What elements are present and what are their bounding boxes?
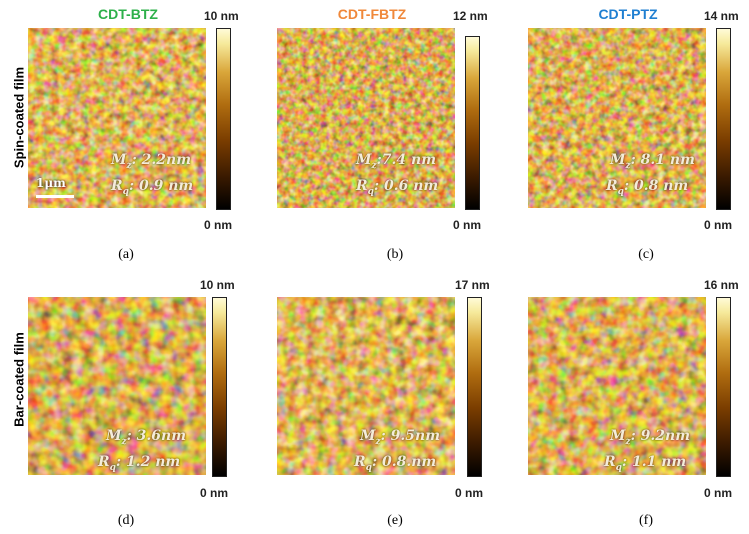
afm-texture <box>28 28 206 208</box>
colorbar-max-a: 10 nm <box>204 9 239 23</box>
rq-value-e: Rq: 0.8.nm <box>354 454 437 473</box>
mz-value-c: Mz: 8.1 nm <box>610 152 695 171</box>
mz-value-b: Mz:7.4 nm <box>356 152 437 171</box>
colorbar-c <box>716 28 731 210</box>
rq-value-d: Rq: 1.2 nm <box>98 454 181 473</box>
column-title-cdt-ptz: CDT-PTZ <box>598 6 658 22</box>
colorbar-d <box>212 297 227 477</box>
rq-value-a: Rq: 0.9 nm <box>111 178 194 197</box>
afm-image-f <box>528 297 706 475</box>
scale-bar <box>36 195 74 198</box>
afm-image-d <box>28 297 206 475</box>
mz-value-d: Mz: 3.6nm <box>106 428 187 447</box>
scale-bar-label: 1μm <box>36 176 66 190</box>
panel-label-f: (f) <box>639 513 653 528</box>
afm-image-a <box>28 28 206 208</box>
colorbar-e <box>467 297 482 477</box>
colorbar-min-f: 0 nm <box>704 486 733 500</box>
colorbar-b <box>465 36 480 210</box>
colorbar-max-d: 10 nm <box>200 278 235 292</box>
colorbar-max-c: 14 nm <box>704 9 739 23</box>
mz-value-e: Mz: 9.5nm <box>360 428 441 447</box>
afm-texture <box>528 297 706 475</box>
panel-label-a: (a) <box>118 247 134 262</box>
colorbar-max-e: 17 nm <box>455 278 490 292</box>
colorbar-min-a: 0 nm <box>204 218 233 232</box>
colorbar-min-b: 0 nm <box>453 218 482 232</box>
mz-value-a: Mz: 2.2nm <box>111 152 192 171</box>
panel-label-d: (d) <box>117 513 135 528</box>
column-title-cdt-fbtz: CDT-FBTZ <box>337 6 407 22</box>
colorbar-f <box>716 297 731 477</box>
afm-texture <box>277 28 455 208</box>
panel-label-e: (e) <box>387 513 403 528</box>
rq-value-b: Rq: 0.6 nm <box>356 178 439 197</box>
colorbar-min-c: 0 nm <box>704 218 733 232</box>
row-label-bar-coated: Bar-coated film <box>11 332 27 427</box>
afm-image-b <box>277 28 455 208</box>
colorbar-min-d: 0 nm <box>200 486 229 500</box>
row-label-spin-coated: Spin-coated film <box>11 66 27 169</box>
rq-value-f: Rq: 1.1 nm <box>604 454 687 473</box>
panel-label-c: (c) <box>638 247 654 262</box>
mz-value-f: Mz: 9.2nm <box>610 428 691 447</box>
colorbar-min-e: 0 nm <box>455 486 484 500</box>
afm-texture <box>28 297 206 475</box>
colorbar-max-b: 12 nm <box>453 9 488 23</box>
colorbar-max-f: 16 nm <box>704 278 739 292</box>
rq-value-c: Rq: 0.8 nm <box>606 178 689 197</box>
afm-image-e <box>277 297 455 475</box>
afm-texture <box>528 28 706 208</box>
column-title-cdt-btz: CDT-BTZ <box>98 6 158 22</box>
afm-texture <box>277 297 455 475</box>
colorbar-a <box>216 28 231 210</box>
afm-image-c <box>528 28 706 208</box>
panel-label-b: (b) <box>386 247 404 262</box>
